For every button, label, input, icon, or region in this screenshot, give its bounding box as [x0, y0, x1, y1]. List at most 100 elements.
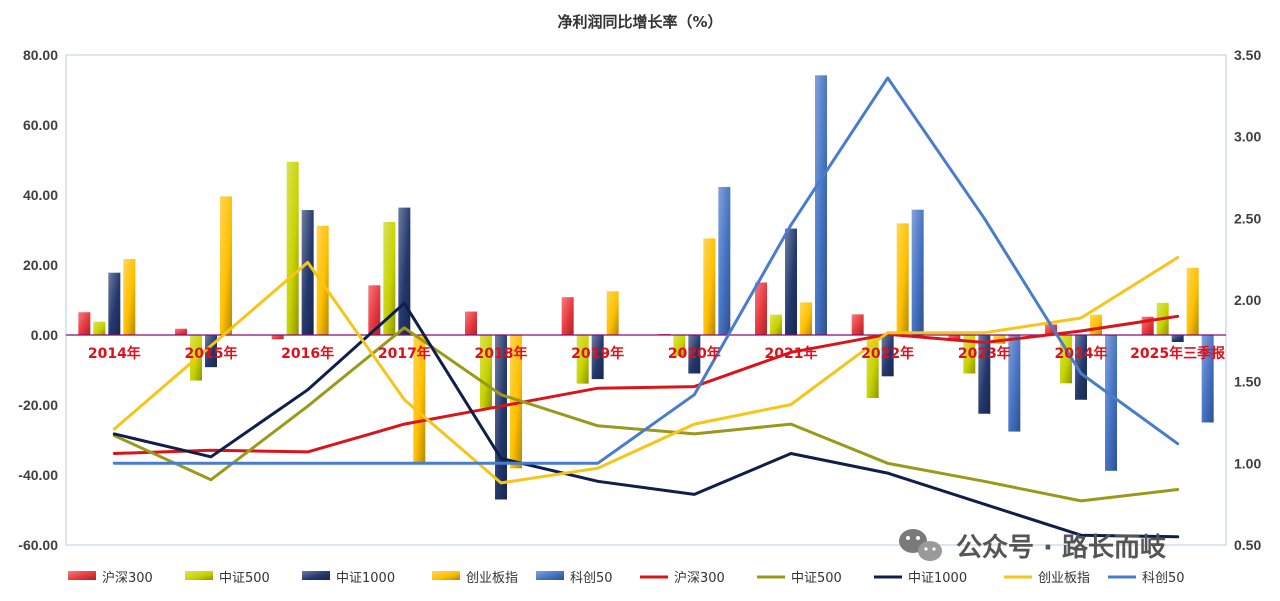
bar — [688, 335, 701, 374]
bar — [896, 223, 909, 335]
bar — [220, 196, 232, 335]
line-series-group — [112, 76, 1180, 539]
bar — [576, 335, 589, 384]
right-tick-label: 2.50 — [1234, 210, 1261, 226]
bar — [673, 335, 686, 356]
bar — [1105, 335, 1117, 471]
bar — [1008, 335, 1021, 432]
category-label: 2022年 — [861, 345, 914, 362]
bar — [465, 311, 477, 335]
legend-label: 沪深300 — [674, 570, 725, 586]
left-tick-label: 40.00 — [23, 187, 58, 203]
category-label: 2024年 — [1055, 345, 1108, 362]
right-tick-label: 0.50 — [1234, 537, 1261, 553]
category-label: 2016年 — [281, 345, 334, 362]
category-label: 2015年 — [185, 345, 238, 362]
bar — [785, 228, 797, 335]
bar — [78, 312, 91, 335]
left-tick-label: -60.00 — [18, 537, 58, 553]
bar — [286, 161, 299, 335]
legend-label: 创业板指 — [466, 571, 518, 586]
bar — [1045, 324, 1057, 335]
plot-area-border — [65, 54, 1227, 546]
bar — [510, 335, 522, 469]
bar — [301, 210, 314, 335]
right-axis: 3.50 3.00 2.50 2.00 1.50 1.00 0.50 — [1234, 47, 1261, 553]
watermark-text: 公众号 · 路长而岐 — [956, 532, 1166, 563]
left-tick-label: -20.00 — [18, 397, 58, 413]
bar — [1171, 335, 1184, 342]
bar — [123, 259, 136, 335]
left-axis: 80.00 60.00 40.00 20.00 0.00 -20.00 -40.00 -60.… — [18, 47, 58, 553]
chart-title: 净利润同比增长率（%） — [557, 13, 722, 31]
bar — [851, 314, 864, 335]
bar — [561, 297, 574, 335]
series-line — [112, 76, 1180, 465]
category-label: 2018年 — [475, 345, 528, 362]
bar — [316, 225, 329, 335]
watermark: 公众号 · 路长而岐 — [899, 529, 1166, 563]
category-label: 2025年三季报 — [1130, 345, 1225, 362]
bar — [93, 321, 106, 335]
legend-bar-swatch — [302, 571, 330, 580]
category-label: 2014年 — [88, 345, 141, 362]
legend-bar-swatch — [536, 571, 564, 580]
bar — [480, 335, 492, 408]
category-label: 2017年 — [378, 345, 431, 362]
bar-series-group — [78, 75, 1214, 500]
legend-label: 中证500 — [219, 571, 270, 586]
bar — [368, 285, 381, 335]
bar — [755, 282, 767, 335]
category-label: 2019年 — [571, 345, 624, 362]
bar — [591, 335, 604, 380]
series-line — [112, 301, 1180, 539]
wechat-icon — [899, 529, 942, 561]
bar — [911, 209, 924, 335]
bar — [413, 335, 426, 464]
legend-label: 科创50 — [1142, 571, 1185, 586]
bar — [815, 75, 827, 336]
bar — [108, 272, 121, 335]
right-tick-label: 1.00 — [1234, 455, 1261, 471]
series-line — [112, 314, 1180, 455]
legend-bar-swatch — [185, 571, 213, 580]
category-label: 2020年 — [668, 345, 721, 362]
bar — [770, 314, 782, 335]
left-tick-label: -40.00 — [18, 467, 58, 483]
bar — [1201, 335, 1214, 423]
bar — [866, 335, 879, 398]
right-tick-label: 3.00 — [1234, 129, 1261, 145]
left-tick-label: 20.00 — [23, 257, 58, 273]
category-label: 2023年 — [958, 345, 1011, 362]
bar — [703, 238, 716, 335]
bar — [175, 328, 187, 335]
bar — [718, 186, 731, 335]
right-tick-label: 2.00 — [1234, 292, 1261, 308]
bar — [606, 291, 619, 335]
left-tick-label: 60.00 — [23, 117, 58, 133]
category-label: 2021年 — [765, 345, 818, 362]
legend: 沪深300 中证500 中证1000 创业板指 科创50 沪深300 中证500 中证1000… — [68, 570, 1185, 586]
bar — [1075, 335, 1087, 400]
bar — [800, 302, 812, 335]
legend-bar-swatch — [68, 571, 96, 580]
bar — [881, 335, 894, 377]
bar — [398, 207, 411, 335]
left-tick-label: 80.00 — [23, 47, 58, 63]
bar — [978, 335, 991, 414]
series-line — [112, 256, 1180, 485]
legend-label: 科创50 — [570, 571, 613, 586]
legend-label: 中证500 — [791, 571, 842, 586]
category-labels: 2014年 2015年 2016年 2017年 2018年 2019年 2020年 2021年… — [88, 345, 1225, 362]
legend-label: 中证1000 — [336, 571, 395, 586]
right-tick-label: 1.50 — [1234, 374, 1261, 390]
bar — [963, 335, 976, 374]
bar — [1186, 267, 1199, 335]
bar — [948, 335, 961, 341]
legend-label: 沪深300 — [102, 570, 153, 586]
legend-label: 中证1000 — [908, 571, 967, 586]
legend-bar-swatch — [432, 571, 460, 580]
bar — [1090, 314, 1102, 335]
